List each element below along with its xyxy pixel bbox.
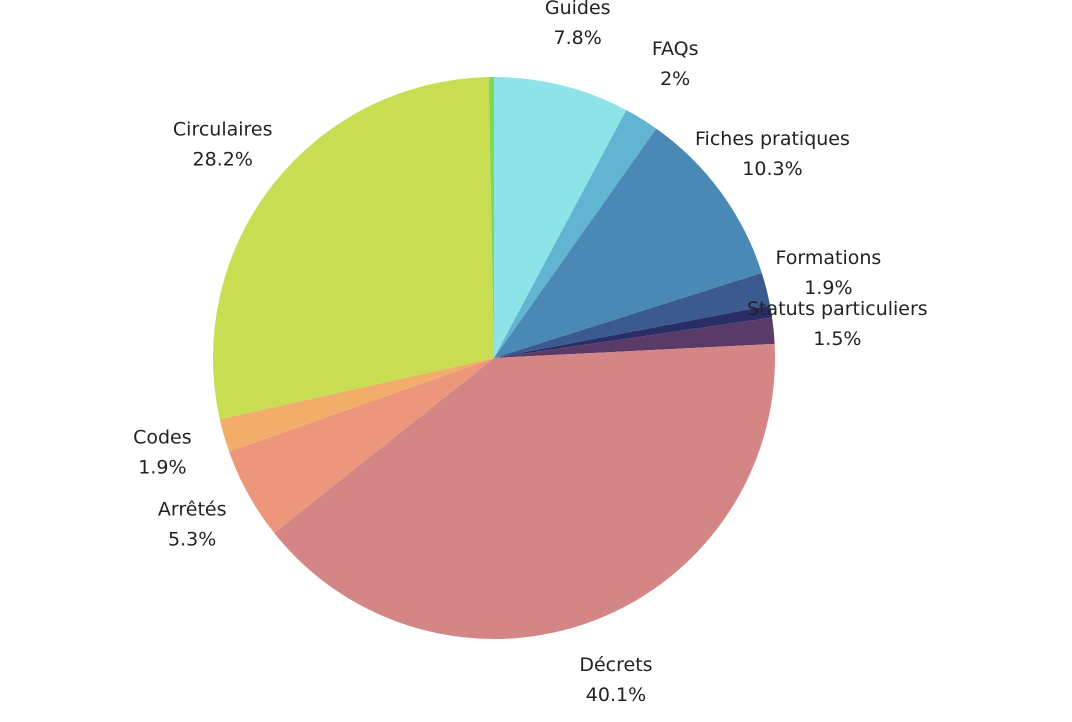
pie-slice [219, 358, 494, 452]
slice-label: FAQs [652, 38, 699, 60]
slice-value: 1.5% [813, 328, 861, 350]
slice-value: 1.9% [138, 457, 186, 479]
slice-value: 40.1% [586, 684, 646, 706]
slice-value: 28.2% [193, 148, 253, 170]
slice-label: Circulaires [173, 118, 273, 140]
slice-label: Décrets [579, 654, 652, 676]
slice-value: 10.3% [742, 158, 802, 180]
slice-label: Formations [776, 247, 882, 269]
slice-value: 1.9% [804, 277, 852, 299]
slice-label: Statuts particuliers [747, 298, 928, 320]
pie-slice [229, 358, 494, 534]
slice-value: 5.3% [168, 529, 216, 551]
pie-slice [274, 343, 775, 639]
slice-label: Guides [545, 0, 611, 19]
pie-slice [494, 305, 773, 358]
slice-value: 7.8% [554, 27, 602, 49]
slice-label: Fiches pratiques [695, 128, 850, 150]
slice-value: 2% [660, 68, 690, 90]
slice-label: Codes [133, 427, 192, 449]
slice-label: Arrêtés [158, 499, 227, 521]
pie-slice [494, 272, 771, 358]
pie-slice [488, 77, 494, 358]
pie-slice [494, 77, 627, 358]
pie-slice [213, 77, 495, 420]
pie-slice [494, 110, 657, 358]
pie-slice [494, 317, 775, 358]
pie-slice [494, 128, 762, 358]
